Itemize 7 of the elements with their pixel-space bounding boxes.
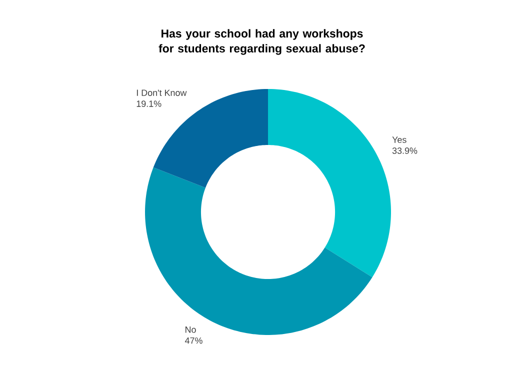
data-label: 19.1% [136,100,162,107]
slice-label: I Don't Know [136,90,187,96]
chart-title: Has your school had any workshops for students regarding sexual abuse? [158,29,365,55]
slice-label: No [186,326,196,333]
slice-label: Yes [392,136,406,143]
data-label: 33.9% [392,148,418,154]
data-label: 47% [184,337,202,344]
